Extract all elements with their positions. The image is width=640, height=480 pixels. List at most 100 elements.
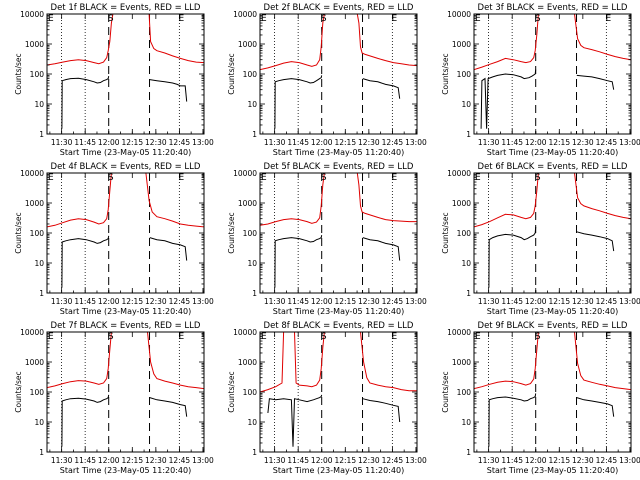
x-tick-label: 12:15 xyxy=(548,297,570,306)
marker-label-s: S xyxy=(535,173,541,183)
marker-label-e: E xyxy=(48,14,54,24)
lld-series-line xyxy=(145,173,204,228)
x-tick-label: 11:45 xyxy=(287,297,309,306)
x-tick-label: 11:30 xyxy=(51,456,73,465)
marker-label-s: S xyxy=(535,332,541,342)
x-tick-label: 13:00 xyxy=(192,138,214,147)
marker-label-e: E xyxy=(261,14,267,24)
y-tick-label: 1 xyxy=(39,289,44,298)
y-tick-label: 10 xyxy=(461,259,471,268)
panel-det-6: Det 6f BLACK = Events, RED = LLD 1 10 100 10… xyxy=(441,162,640,316)
plot-frame xyxy=(259,331,418,453)
plot-frame xyxy=(259,13,418,135)
lld-series-line xyxy=(574,14,631,61)
events-series-line xyxy=(267,394,323,447)
x-tick-label: 12:45 xyxy=(169,138,191,147)
x-tick-label: 12:00 xyxy=(311,456,333,465)
events-series-line xyxy=(274,235,323,288)
y-tick-label: 1000 xyxy=(25,40,44,49)
y-axis-label: Counts/sec xyxy=(227,212,236,253)
x-axis-label: Start Time (23-May-05 11:20:40) xyxy=(60,466,191,475)
marker-label-e: E xyxy=(179,332,185,342)
x-tick-label: 12:15 xyxy=(121,138,143,147)
x-axis-label: Start Time (23-May-05 11:20:40) xyxy=(273,307,404,316)
y-tick-label: 100 xyxy=(243,388,258,397)
y-tick-label: 1000 xyxy=(452,199,471,208)
x-tick-label: 11:30 xyxy=(264,456,286,465)
x-tick-label: 13:00 xyxy=(192,297,214,306)
lld-series-line xyxy=(260,14,326,71)
marker-label-e: E xyxy=(475,14,481,24)
x-tick-label: 12:30 xyxy=(572,297,594,306)
lld-series-line xyxy=(148,14,204,64)
x-tick-label: 12:15 xyxy=(548,138,570,147)
x-tick-label: 12:00 xyxy=(525,138,547,147)
x-tick-label: 12:45 xyxy=(596,456,618,465)
x-tick-label: 12:45 xyxy=(382,456,404,465)
x-tick-label: 13:00 xyxy=(192,456,214,465)
x-tick-label: 12:00 xyxy=(525,297,547,306)
y-tick-label: 10 xyxy=(247,418,257,427)
panel-title: Det 9f BLACK = Events, RED = LLD xyxy=(478,321,628,331)
x-tick-label: 11:45 xyxy=(74,297,96,306)
x-tick-label: 13:00 xyxy=(619,456,640,465)
x-tick-label: 11:45 xyxy=(287,138,309,147)
panel-title: Det 8f BLACK = Events, RED = LLD xyxy=(264,321,414,331)
plot-frame xyxy=(46,13,205,135)
y-tick-label: 1000 xyxy=(452,40,471,49)
marker-label-e: E xyxy=(48,332,54,342)
x-tick-label: 12:15 xyxy=(334,297,356,306)
x-tick-label: 12:00 xyxy=(311,297,333,306)
y-tick-label: 1000 xyxy=(452,358,471,367)
x-tick-label: 12:45 xyxy=(596,138,618,147)
lld-series-line xyxy=(47,332,112,389)
y-tick-label: 1 xyxy=(252,289,257,298)
x-tick-label: 12:15 xyxy=(548,456,570,465)
y-tick-label: 10000 xyxy=(233,10,257,19)
y-tick-label: 1000 xyxy=(238,40,257,49)
x-tick-label: 13:00 xyxy=(405,138,427,147)
x-tick-label: 11:30 xyxy=(51,138,73,147)
lld-series-line xyxy=(360,332,417,392)
panel-title: Det 7f BLACK = Events, RED = LLD xyxy=(51,321,201,331)
y-tick-label: 10000 xyxy=(20,169,44,178)
x-tick-label: 12:15 xyxy=(334,138,356,147)
x-tick-label: 12:45 xyxy=(169,297,191,306)
x-tick-label: 12:30 xyxy=(145,138,167,147)
x-tick-label: 13:00 xyxy=(619,297,640,306)
panel-title: Det 1f BLACK = Events, RED = LLD xyxy=(51,3,201,13)
marker-label-s: S xyxy=(321,14,327,24)
marker-label-e: E xyxy=(606,14,612,24)
y-tick-label: 10 xyxy=(461,100,471,109)
y-tick-label: 100 xyxy=(30,229,45,238)
panel-title: Det 2f BLACK = Events, RED = LLD xyxy=(264,3,414,13)
lld-series-line xyxy=(47,173,112,228)
events-series-line xyxy=(576,231,615,252)
plot-frame xyxy=(46,331,205,453)
x-tick-label: 12:30 xyxy=(358,456,380,465)
lld-series-line xyxy=(474,14,539,71)
events-series-line xyxy=(149,397,188,417)
events-series-line xyxy=(576,74,615,90)
x-tick-label: 12:30 xyxy=(572,456,594,465)
events-series-line xyxy=(488,226,537,288)
lld-series-line xyxy=(260,173,326,226)
x-tick-label: 11:30 xyxy=(478,138,500,147)
x-axis-label: Start Time (23-May-05 11:20:40) xyxy=(273,466,404,475)
y-tick-label: 1 xyxy=(466,448,471,457)
y-axis-label: Counts/sec xyxy=(441,371,450,412)
y-tick-label: 1000 xyxy=(25,358,44,367)
panel-title: Det 3f BLACK = Events, RED = LLD xyxy=(478,3,628,13)
x-axis-label: Start Time (23-May-05 11:20:40) xyxy=(273,148,404,157)
y-axis-label: Counts/sec xyxy=(441,53,450,94)
marker-label-s: S xyxy=(108,14,114,24)
panel-det-4: Det 4f BLACK = Events, RED = LLD 1 10 100 10… xyxy=(14,162,214,316)
marker-label-e: E xyxy=(392,173,398,183)
y-tick-label: 1000 xyxy=(238,199,257,208)
y-axis-label: Counts/sec xyxy=(14,53,23,94)
x-tick-label: 11:30 xyxy=(51,297,73,306)
y-tick-label: 100 xyxy=(457,229,472,238)
x-axis-label: Start Time (23-May-05 11:20:40) xyxy=(487,148,618,157)
x-tick-label: 12:30 xyxy=(358,138,380,147)
y-tick-label: 1 xyxy=(252,130,257,139)
